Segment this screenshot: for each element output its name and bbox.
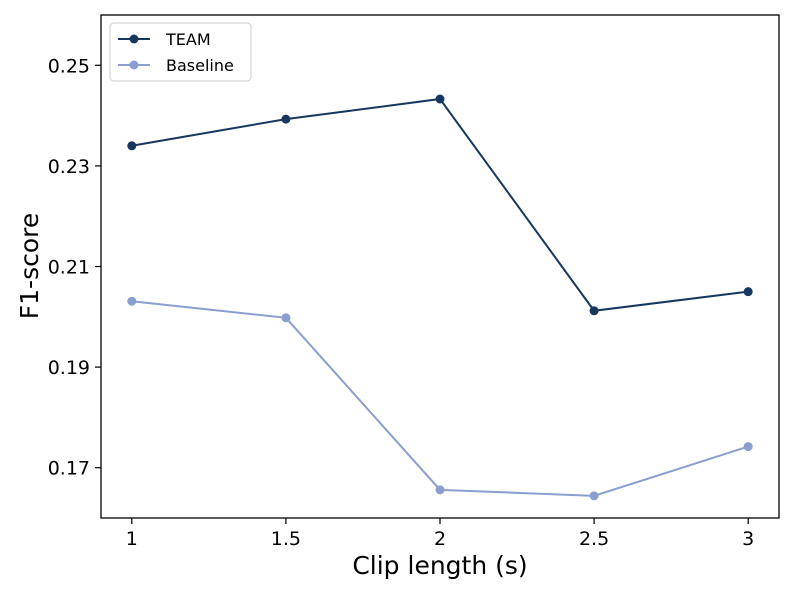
- legend-baseline-label: Baseline: [166, 56, 234, 75]
- team-data-point: [281, 114, 291, 124]
- baseline-data-point: [435, 485, 445, 495]
- x-tick-label: 2.5: [579, 528, 609, 550]
- team-data-point: [589, 306, 599, 316]
- tick-layer: 1 1.5 2 2.5 3 0.17 0.19 0.21 0.23 0.25: [48, 55, 755, 550]
- legend: TEAM Baseline: [109, 22, 252, 82]
- team-data-point: [435, 94, 445, 104]
- team-series-line: [131, 97, 749, 312]
- legend-box: [109, 22, 252, 82]
- baseline-series-line: [131, 300, 749, 497]
- legend-team-label: TEAM: [165, 30, 211, 49]
- legend-items: TEAM Baseline: [118, 30, 234, 75]
- x-tick-label: 2: [434, 528, 446, 550]
- series-layer: [127, 94, 753, 501]
- y-tick-label: 0.21: [48, 257, 90, 279]
- y-axis-title: F1-score: [15, 213, 44, 319]
- x-tick-label: 1: [126, 528, 138, 550]
- plot-frame: [100, 14, 780, 519]
- y-tick-label: 0.23: [48, 156, 90, 178]
- team-data-point: [127, 141, 137, 151]
- x-tick-label: 1.5: [271, 528, 301, 550]
- y-tick-label: 0.17: [48, 458, 90, 480]
- legend-baseline-marker: [129, 60, 139, 70]
- team-data-point: [743, 287, 753, 297]
- x-tick-label: 3: [742, 528, 754, 550]
- y-tick-label: 0.19: [48, 357, 90, 379]
- x-axis-title: Clip length (s): [352, 551, 527, 580]
- baseline-data-point: [743, 442, 753, 452]
- baseline-data-point: [127, 296, 137, 306]
- legend-team-marker: [129, 34, 139, 44]
- baseline-data-point: [281, 313, 291, 323]
- baseline-data-point: [589, 491, 599, 501]
- y-tick-label: 0.25: [48, 55, 90, 77]
